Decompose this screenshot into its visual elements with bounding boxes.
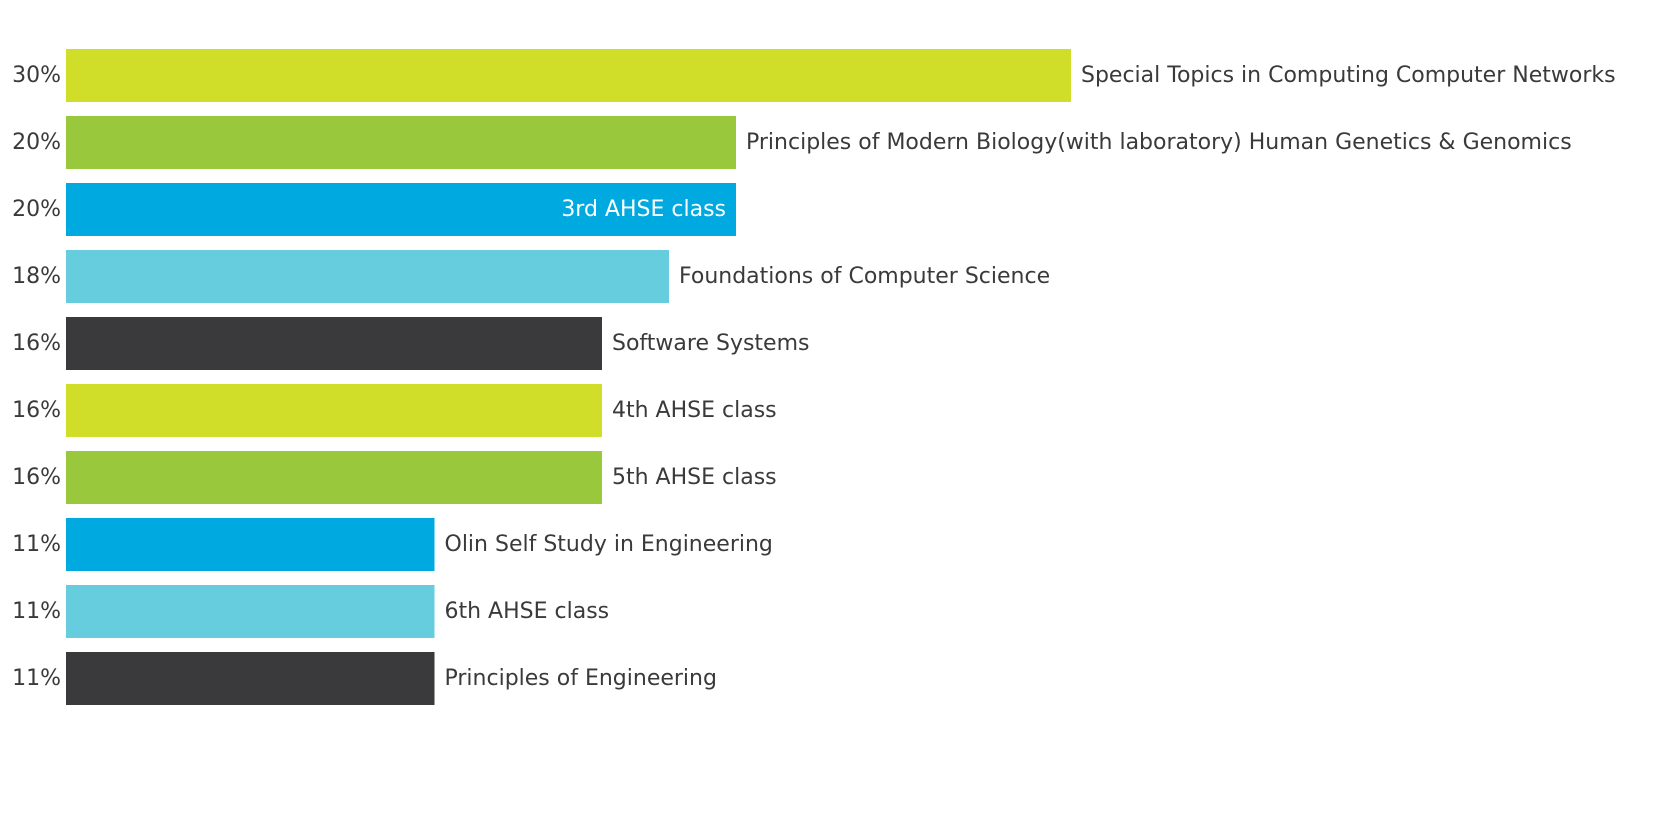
category-label: Principles of Engineering bbox=[445, 666, 717, 691]
category-label: Olin Self Study in Engineering bbox=[445, 532, 773, 557]
category-label: 5th AHSE class bbox=[612, 465, 777, 490]
category-label: 3rd AHSE class bbox=[561, 197, 726, 222]
value-label: 16% bbox=[12, 398, 61, 423]
bar bbox=[66, 317, 602, 370]
value-label: 11% bbox=[12, 599, 61, 624]
value-label: 16% bbox=[12, 331, 61, 356]
bar bbox=[66, 518, 435, 571]
value-label: 20% bbox=[12, 197, 61, 222]
bar bbox=[66, 183, 736, 236]
category-label: Principles of Modern Biology(with labora… bbox=[746, 130, 1572, 155]
category-label: Software Systems bbox=[612, 331, 809, 356]
value-label: 11% bbox=[12, 532, 61, 557]
category-label: Foundations of Computer Science bbox=[679, 264, 1050, 289]
category-label: 6th AHSE class bbox=[445, 599, 610, 624]
bar bbox=[66, 585, 435, 638]
bar bbox=[66, 49, 1071, 102]
bar bbox=[66, 451, 602, 504]
value-label: 20% bbox=[12, 130, 61, 155]
category-label: 4th AHSE class bbox=[612, 398, 777, 423]
value-label: 30% bbox=[12, 63, 61, 88]
bar bbox=[66, 652, 435, 705]
bar bbox=[66, 116, 736, 169]
category-label: Special Topics in Computing Computer Net… bbox=[1081, 63, 1616, 88]
value-label: 18% bbox=[12, 264, 61, 289]
bar bbox=[66, 250, 669, 303]
value-label: 16% bbox=[12, 465, 61, 490]
bar bbox=[66, 384, 602, 437]
value-label: 11% bbox=[12, 666, 61, 691]
